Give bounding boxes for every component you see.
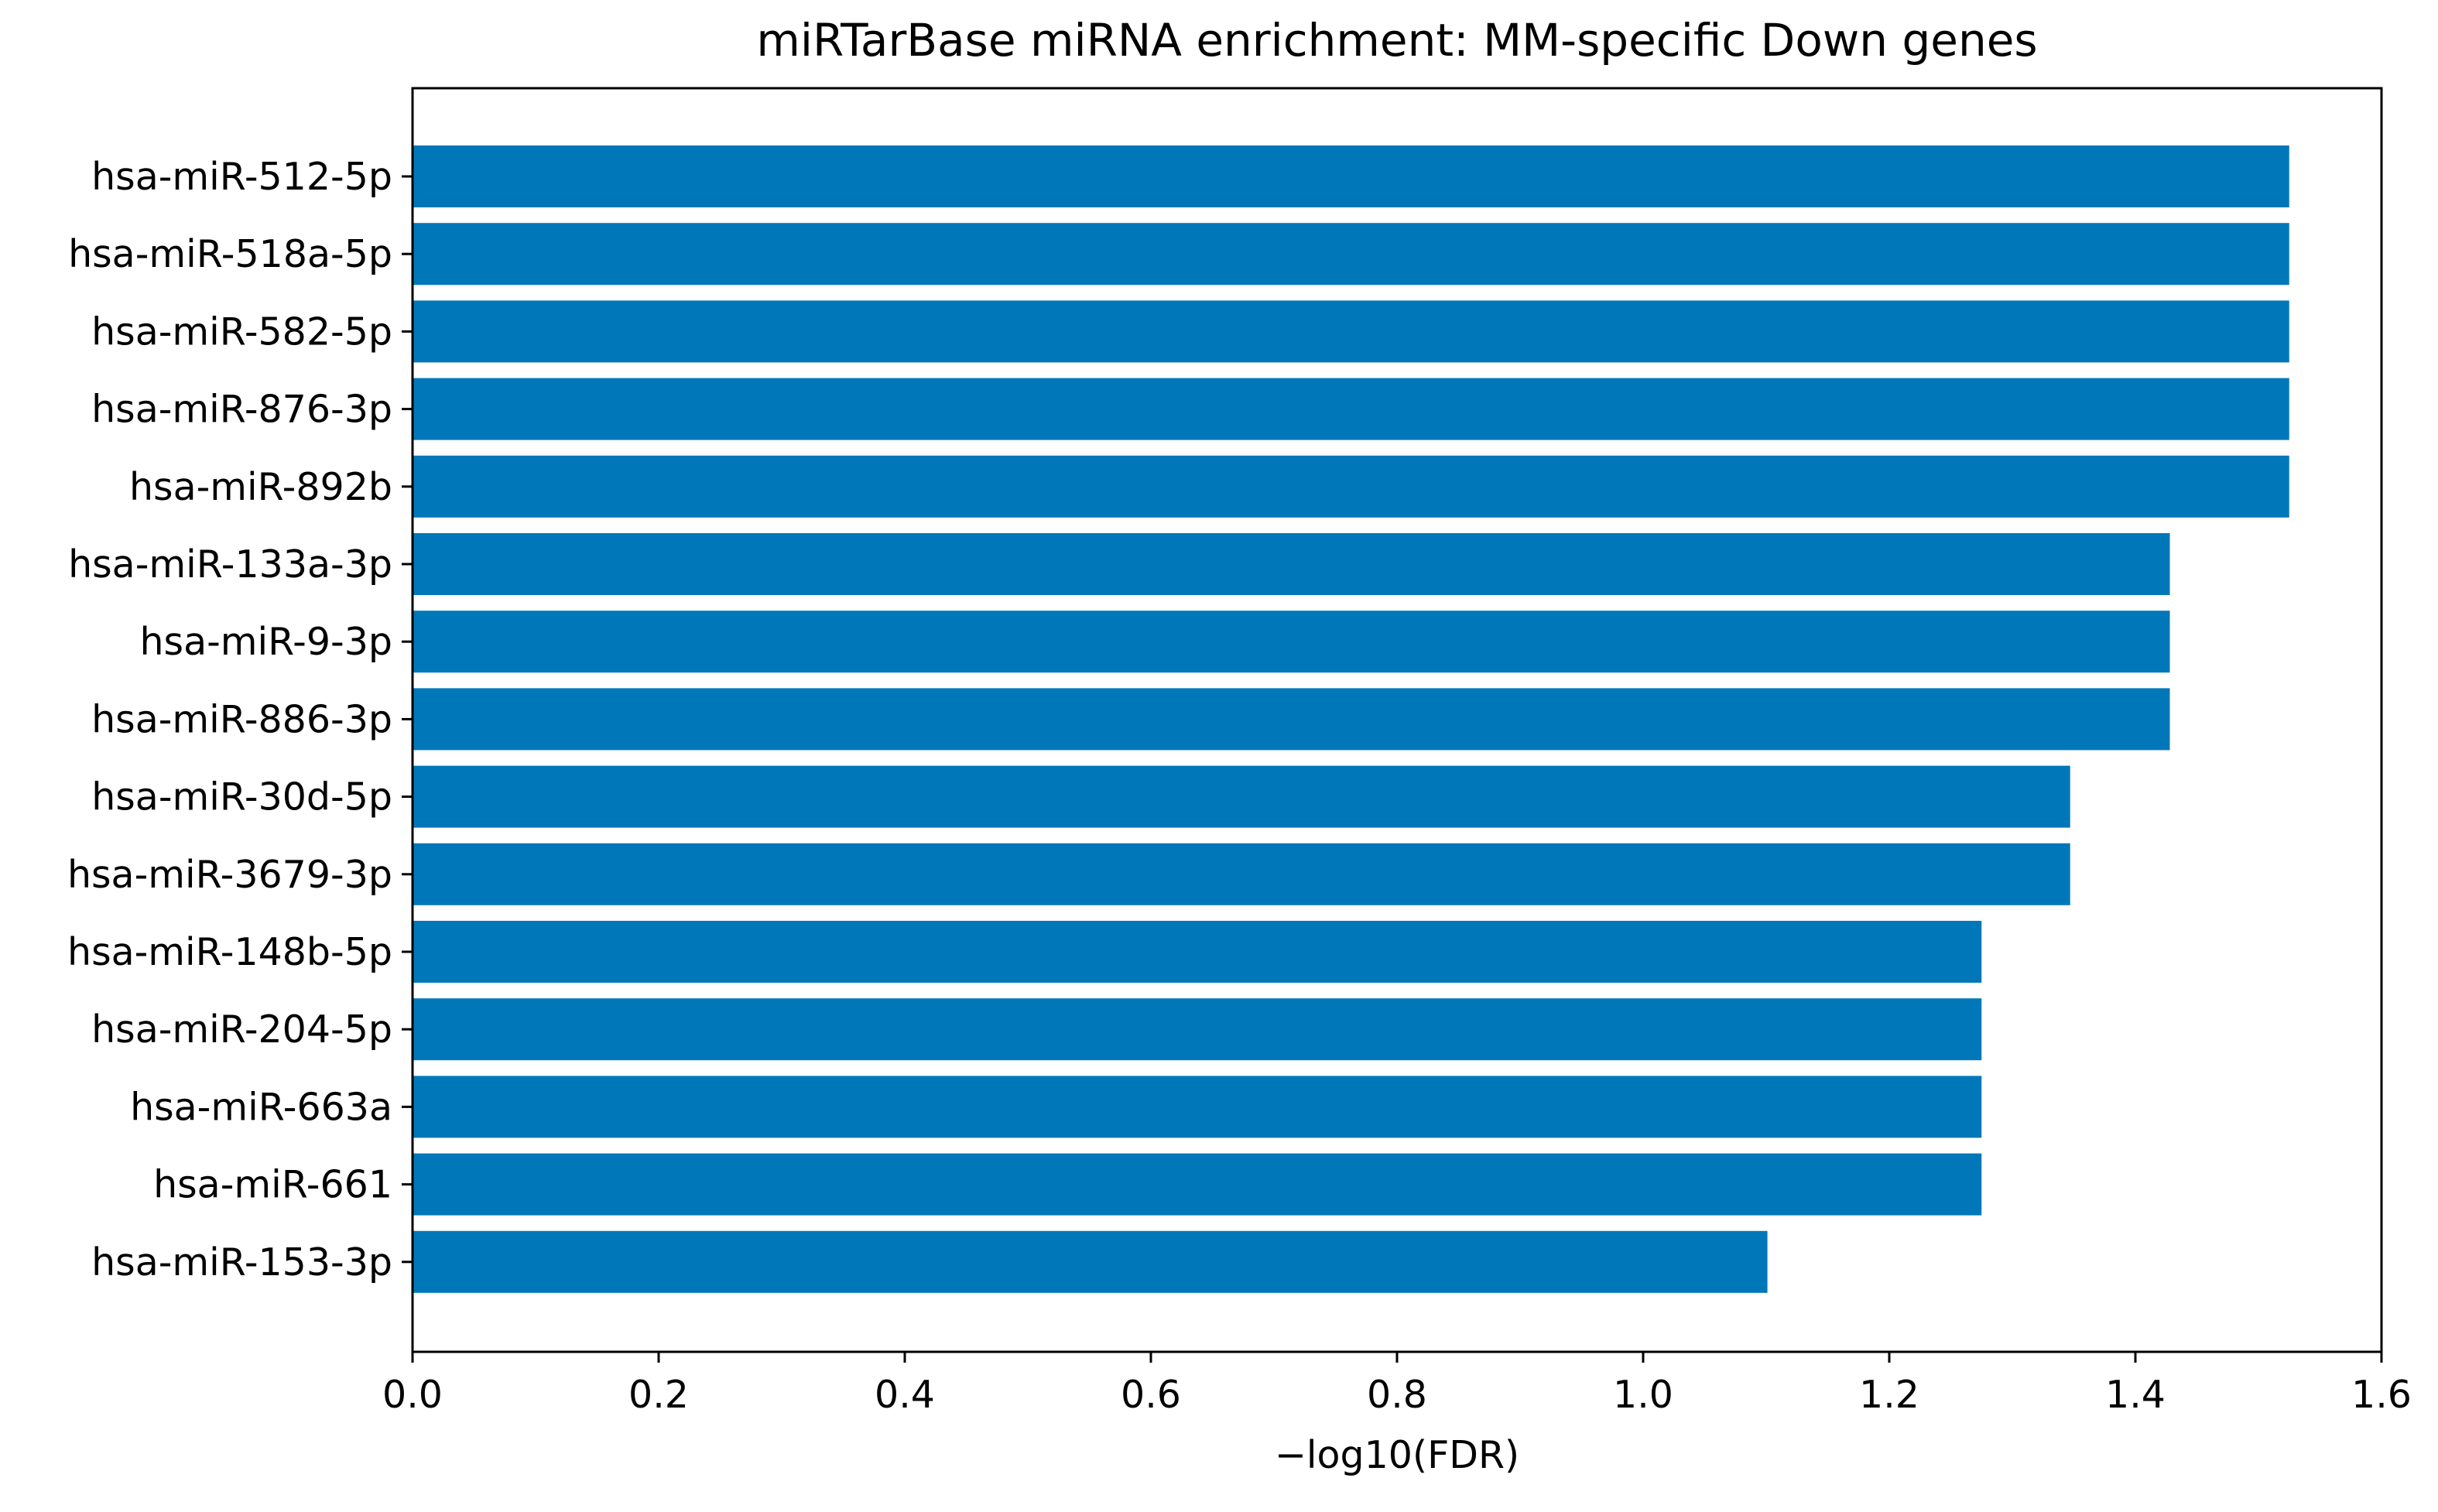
y-tick-label: hsa-miR-148b-5p bbox=[67, 930, 392, 974]
x-tick-label: 1.6 bbox=[2351, 1373, 2412, 1417]
y-tick-label: hsa-miR-661 bbox=[153, 1163, 392, 1207]
bar-hsa-miR-153-3p bbox=[413, 1230, 1768, 1293]
y-tick-label: hsa-miR-9-3p bbox=[139, 620, 392, 664]
y-tick-label: hsa-miR-3679-3p bbox=[67, 853, 392, 897]
y-tick-label: hsa-miR-582-5p bbox=[91, 310, 392, 354]
x-tick-label: 1.4 bbox=[2105, 1373, 2166, 1417]
bar-hsa-miR-518a-5p bbox=[413, 223, 2289, 286]
y-axis: hsa-miR-512-5p hsa-miR-518a-5p hsa-miR-582… bbox=[67, 155, 413, 1285]
chart-title: miRTarBase miRNA enrichment: MM-specific… bbox=[756, 14, 2037, 67]
x-axis: 0.0 0.2 0.4 0.6 0.8 1.0 1.2 1.4 1.6 bbox=[382, 1352, 2412, 1417]
y-tick-label: hsa-miR-663a bbox=[130, 1085, 392, 1129]
x-axis-label: −log10(FDR) bbox=[1275, 1433, 1519, 1477]
bar-hsa-miR-661 bbox=[413, 1153, 1982, 1216]
y-tick-label: hsa-miR-512-5p bbox=[91, 155, 392, 199]
y-tick-label: hsa-miR-133a-3p bbox=[68, 542, 392, 587]
bar-hsa-miR-30d-5p bbox=[413, 765, 2070, 828]
bar-hsa-miR-892b bbox=[413, 455, 2289, 518]
x-tick-label: 1.0 bbox=[1613, 1373, 1673, 1417]
bar-hsa-miR-204-5p bbox=[413, 998, 1982, 1061]
x-tick-label: 0.6 bbox=[1121, 1373, 1181, 1417]
bar-hsa-miR-133a-3p bbox=[413, 533, 2170, 595]
bar-hsa-miR-886-3p bbox=[413, 688, 2170, 751]
x-tick-label: 1.2 bbox=[1859, 1373, 1919, 1417]
y-tick-label: hsa-miR-886-3p bbox=[91, 697, 392, 741]
bars-layer bbox=[413, 145, 2289, 1293]
y-tick-label: hsa-miR-30d-5p bbox=[91, 775, 392, 819]
y-tick-label: hsa-miR-204-5p bbox=[91, 1007, 392, 1052]
plot-frame bbox=[411, 87, 2383, 1353]
y-tick-label: hsa-miR-892b bbox=[129, 465, 392, 509]
bar-hsa-miR-148b-5p bbox=[413, 921, 1982, 983]
y-tick-label: hsa-miR-876-3p bbox=[91, 388, 392, 432]
y-tick-label: hsa-miR-518a-5p bbox=[68, 232, 392, 276]
bar-hsa-miR-663a bbox=[413, 1076, 1982, 1138]
bar-hsa-miR-3679-3p bbox=[413, 843, 2070, 905]
bar-hsa-miR-9-3p bbox=[413, 611, 2170, 673]
y-tick-label: hsa-miR-153-3p bbox=[91, 1240, 392, 1285]
x-tick-label: 0.8 bbox=[1367, 1373, 1427, 1417]
bar-hsa-miR-876-3p bbox=[413, 378, 2289, 440]
bar-hsa-miR-582-5p bbox=[413, 300, 2289, 363]
x-tick-label: 0.2 bbox=[628, 1373, 689, 1417]
bar-hsa-miR-512-5p bbox=[413, 145, 2289, 207]
x-tick-label: 0.0 bbox=[382, 1373, 443, 1417]
x-tick-label: 0.4 bbox=[875, 1373, 935, 1417]
